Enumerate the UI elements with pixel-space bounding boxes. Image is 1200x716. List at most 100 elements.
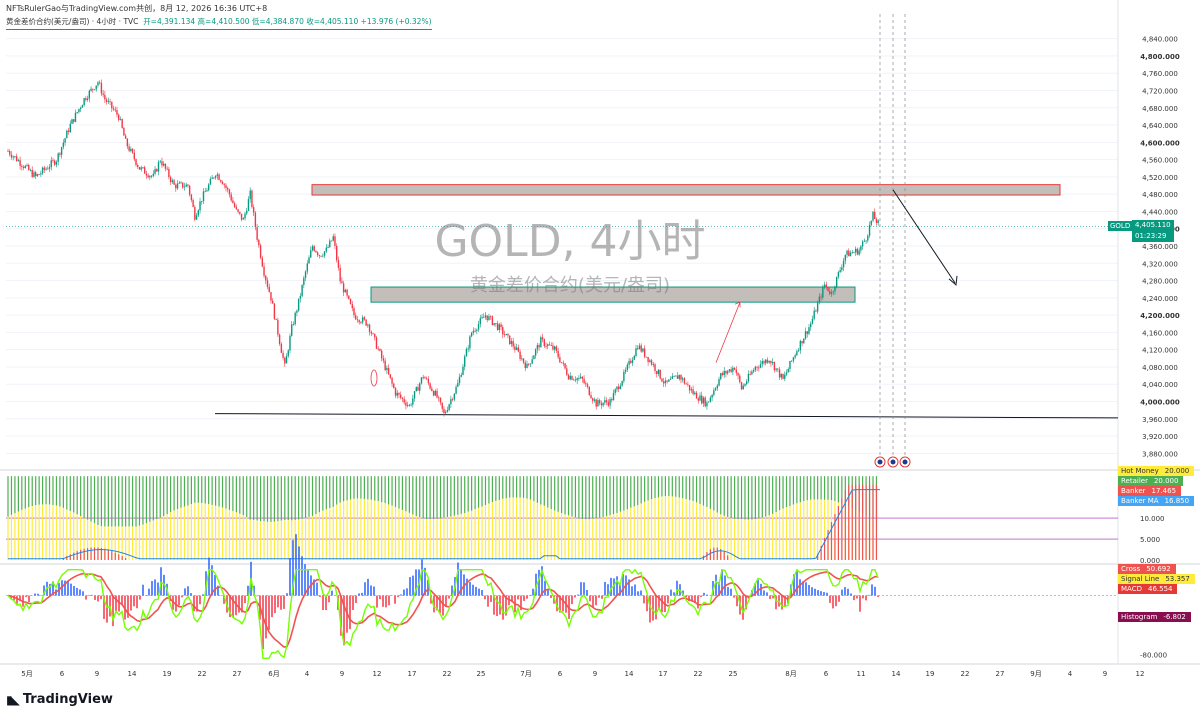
- candle-body: [557, 350, 559, 358]
- candle-body: [112, 108, 115, 110]
- ohlc-close: 收=4,405.110: [306, 17, 359, 26]
- retailer-bar: [42, 476, 44, 505]
- candle-body: [759, 364, 762, 368]
- banker-bar: [872, 484, 874, 560]
- candle-body: [545, 345, 547, 347]
- banker-bar: [862, 484, 864, 560]
- histogram-bar: [556, 595, 558, 612]
- histogram-bar: [274, 595, 276, 614]
- hot-money-bar: [173, 510, 175, 560]
- retailer-bar: [246, 476, 248, 518]
- ohlc-high: 高=4,410.500: [197, 17, 250, 26]
- hot-money-bar: [792, 504, 795, 560]
- y-tick-label: 4,640.000: [1142, 122, 1178, 130]
- candle-body: [453, 393, 456, 400]
- resistance-zone: [311, 184, 1061, 196]
- legend-macd: MACD 46.554: [1118, 584, 1178, 594]
- candle-body: [524, 362, 526, 369]
- histogram-bar: [763, 590, 765, 596]
- histogram-bar: [457, 562, 459, 596]
- candle-body: [567, 374, 570, 380]
- candle-body: [842, 260, 845, 268]
- histogram-bar: [382, 595, 384, 607]
- candle-body: [465, 348, 468, 357]
- histogram-bar: [298, 546, 300, 596]
- x-tick-label: 14: [892, 670, 901, 678]
- candle-body: [730, 369, 732, 372]
- candle-body: [100, 83, 103, 94]
- x-tick-label: 4: [305, 670, 310, 678]
- histogram-bar: [376, 595, 378, 608]
- candle-body: [268, 286, 270, 293]
- candle-body: [825, 284, 827, 287]
- histogram-bar: [715, 574, 717, 596]
- retailer-bar: [370, 476, 372, 500]
- banker-bar: [820, 545, 822, 560]
- indicator-macd: [6, 534, 1118, 660]
- histogram-bar: [667, 595, 669, 604]
- candle-body: [79, 107, 82, 109]
- candle-body: [150, 175, 153, 177]
- legend-value: -6.802: [1163, 613, 1186, 621]
- hot-money-bar: [225, 508, 227, 560]
- hot-money-bar: [128, 526, 130, 560]
- histogram-bar: [280, 595, 282, 610]
- candle-body: [285, 355, 288, 364]
- histogram-bar: [511, 595, 513, 603]
- candle-body: [534, 349, 537, 356]
- candle-body: [133, 152, 135, 160]
- retailer-bar: [59, 476, 61, 507]
- candle-body: [14, 156, 16, 158]
- candle-body: [688, 385, 691, 391]
- retailer-bar: [263, 476, 265, 522]
- candle-body: [607, 402, 610, 406]
- hot-money-bar: [422, 518, 424, 560]
- candle-body: [875, 219, 878, 223]
- candle-body: [59, 153, 61, 155]
- candle-body: [628, 360, 630, 365]
- hot-money-bar: [512, 497, 514, 560]
- hot-money-bar: [477, 507, 480, 560]
- x-tick-label: 9: [1103, 670, 1107, 678]
- hot-money-bar: [298, 519, 300, 560]
- candle-body: [785, 372, 788, 375]
- histogram-bar: [355, 595, 357, 603]
- hot-money-bar: [135, 526, 137, 560]
- candle-body: [716, 385, 718, 389]
- retailer-bar: [190, 476, 192, 505]
- histogram-bar: [118, 595, 120, 612]
- tradingview-logo[interactable]: ▮◣ TradingView: [6, 692, 113, 707]
- y-tick-label: 4,600.000: [1140, 139, 1180, 147]
- hot-money-bar: [751, 519, 753, 560]
- candle-body: [175, 184, 177, 189]
- candle-body: [225, 185, 227, 188]
- price-tag-countdown: 01:23:29: [1135, 232, 1167, 240]
- retailer-bar: [841, 476, 843, 504]
- candle-body: [616, 386, 618, 390]
- candle-body: [71, 119, 73, 124]
- histogram-bar: [448, 595, 450, 599]
- event-flag-icon: [877, 459, 883, 465]
- hot-money-bar: [7, 516, 9, 560]
- hot-money-bar: [429, 519, 431, 560]
- retailer-bar: [97, 476, 99, 526]
- symbol-legend[interactable]: 黄金差价合约(美元/盎司) · 4小时 · TVC 开=4,391.134 高=…: [6, 16, 432, 30]
- retailer-bar: [785, 476, 788, 508]
- candle-body: [98, 82, 101, 84]
- hot-money-bar: [253, 520, 255, 560]
- histogram-bar: [94, 595, 96, 600]
- projection-arrow-head: [948, 275, 958, 286]
- retailer-bar: [291, 476, 293, 521]
- histogram-bar: [490, 595, 492, 603]
- legend-banker-ma: Banker MA 16.850: [1118, 496, 1195, 506]
- candle-body: [569, 375, 571, 380]
- candle-body: [668, 379, 670, 382]
- histogram-bar: [328, 595, 330, 603]
- candle-body: [650, 360, 653, 365]
- candle-body: [541, 337, 544, 340]
- hot-money-bar: [772, 513, 774, 560]
- legend-name: Hot Money: [1121, 467, 1159, 475]
- histogram-bar: [868, 594, 870, 596]
- banker-bar: [709, 549, 711, 560]
